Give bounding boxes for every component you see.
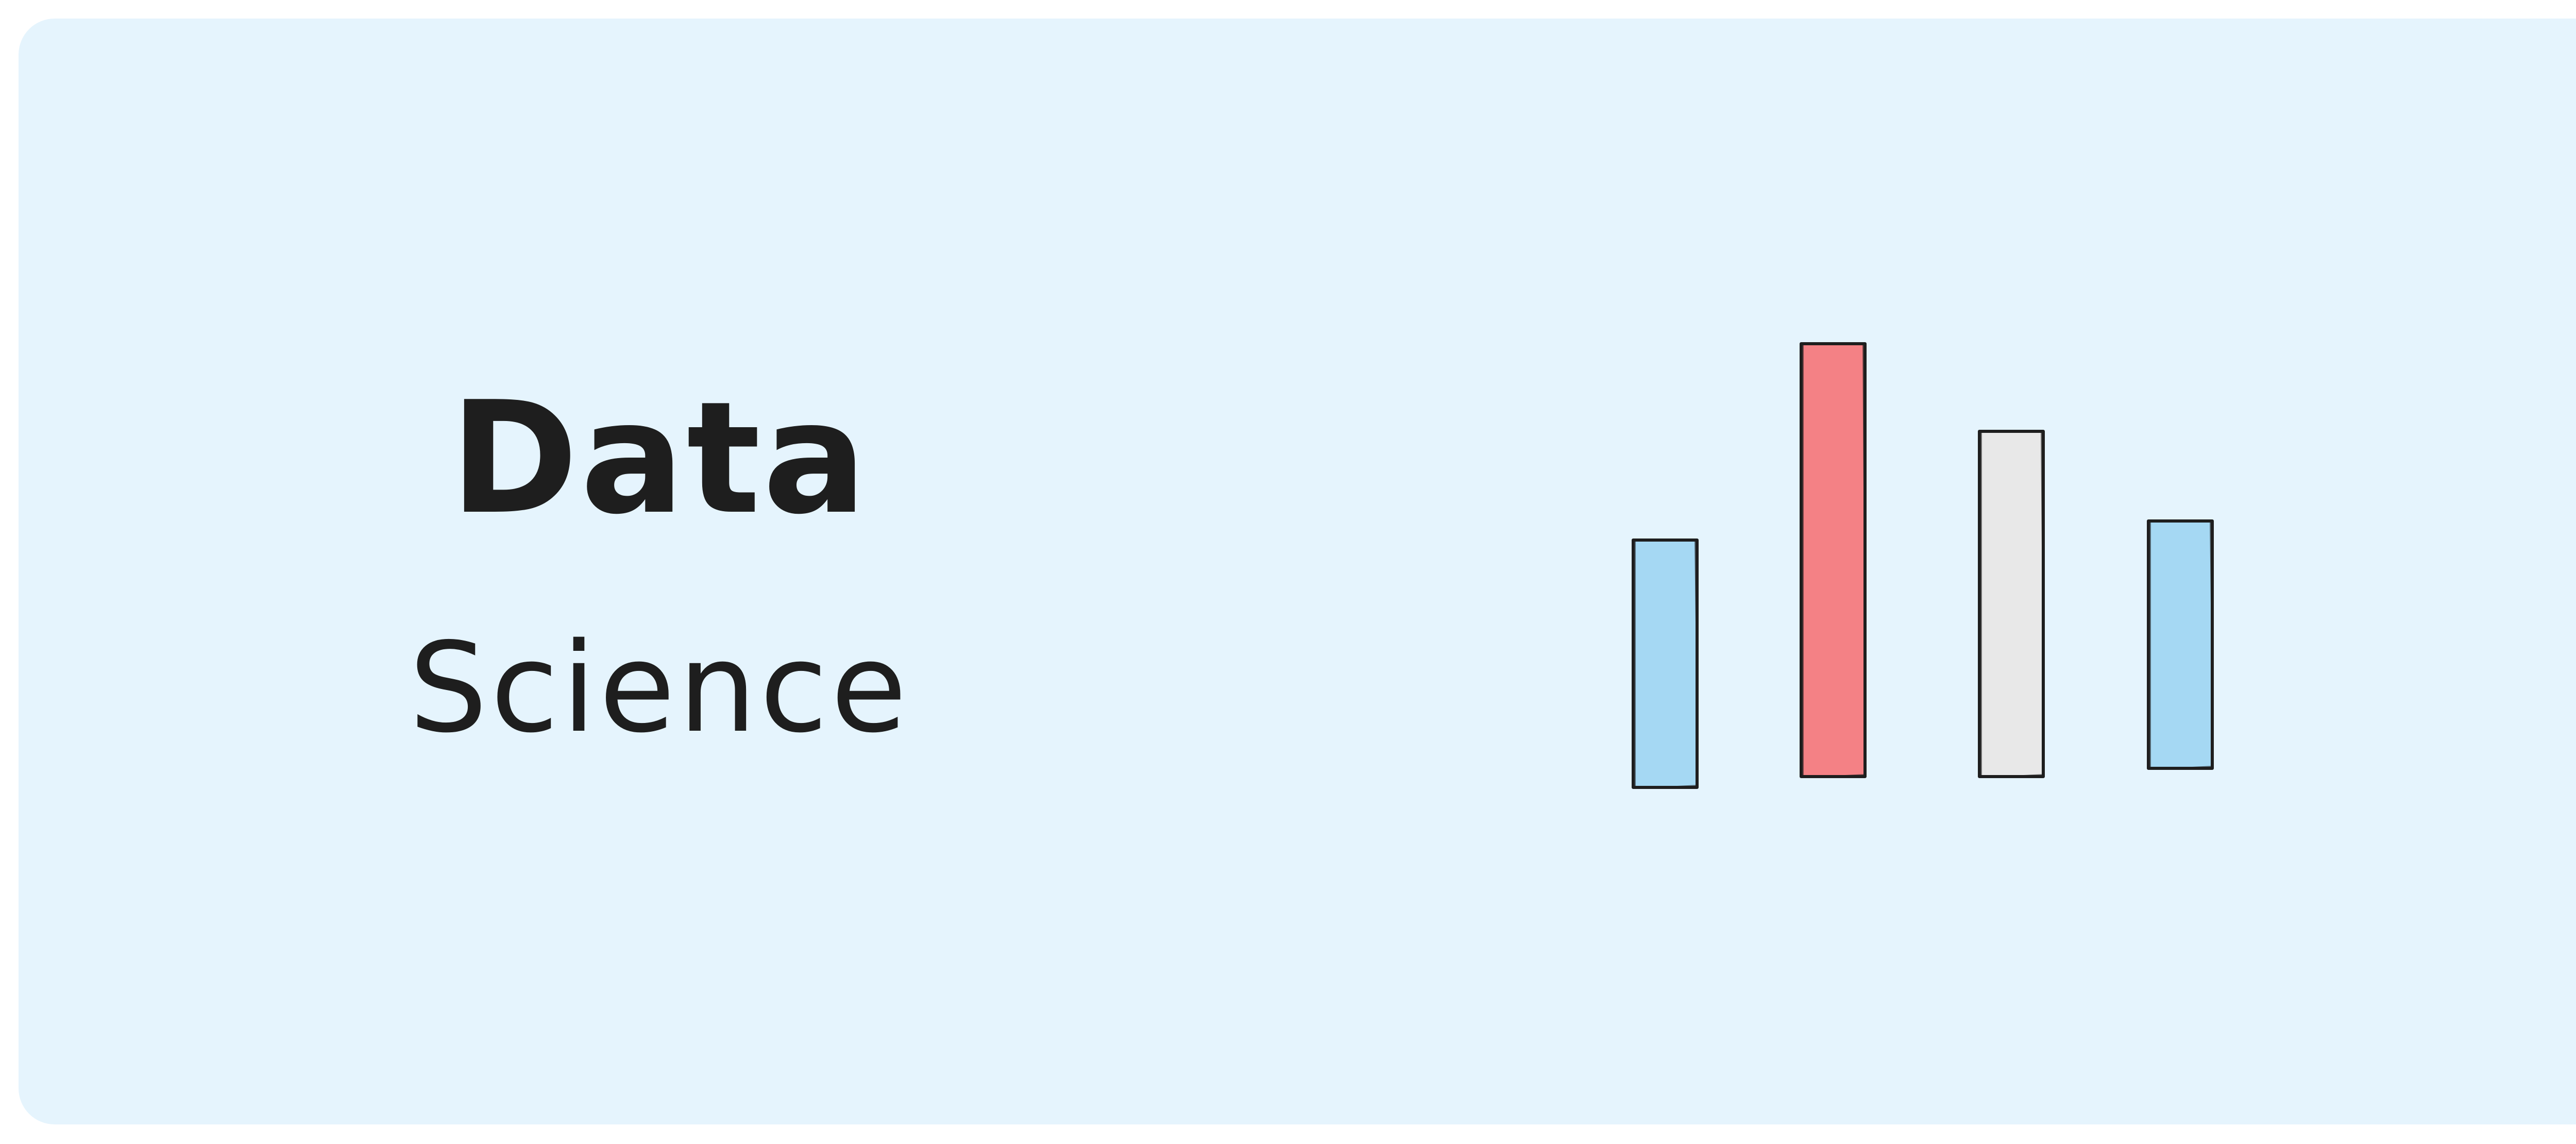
bar-1-sketch-outline [1635, 538, 1699, 789]
bar-4 [2147, 519, 2214, 770]
title-science: Science [409, 616, 910, 760]
bar-3 [1978, 430, 2045, 778]
bars-group [1632, 342, 2214, 789]
bar-3-sketch-outline [1981, 429, 2045, 779]
bar-4-sketch-outline [2150, 519, 2214, 770]
bar-2 [1800, 342, 1867, 778]
title-data: Data [450, 368, 869, 548]
bar-2-sketch-outline [1803, 342, 1867, 779]
bar-1 [1632, 539, 1699, 789]
